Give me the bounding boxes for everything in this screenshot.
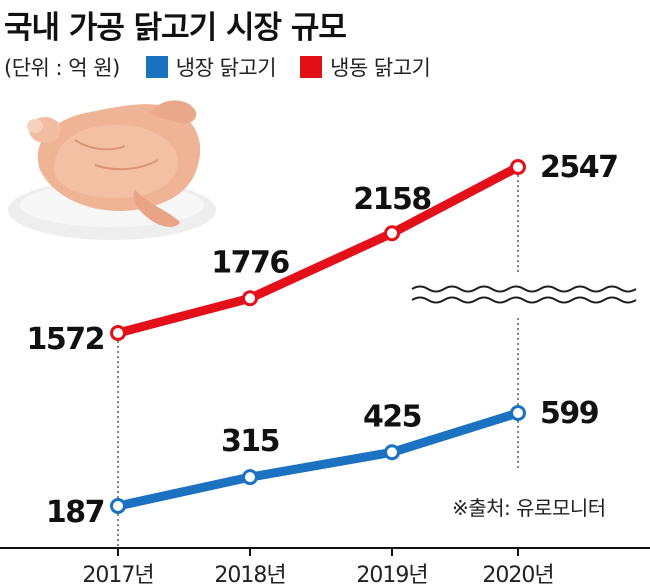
data-points bbox=[110, 159, 526, 514]
data-label-chilled-1: 315 bbox=[221, 424, 279, 459]
data-point-chilled-0 bbox=[110, 498, 126, 514]
data-label-frozen-3: 2547 bbox=[540, 150, 618, 185]
data-point-frozen-2 bbox=[384, 225, 400, 242]
x-tick-label-0: 2017년 bbox=[82, 563, 153, 588]
data-labels: 187 315 425 599 1572 1776 2158 2547 bbox=[27, 150, 620, 530]
data-label-chilled-3: 599 bbox=[540, 396, 598, 431]
data-label-frozen-1: 1776 bbox=[211, 245, 289, 280]
legend-swatch-frozen bbox=[300, 56, 323, 78]
series-lines bbox=[113, 162, 523, 511]
data-label-chilled-2: 425 bbox=[363, 399, 421, 434]
data-point-chilled-3 bbox=[510, 405, 526, 421]
legend-label-chilled: 냉장 닭고기 bbox=[175, 56, 277, 80]
x-tick-label-3: 2020년 bbox=[482, 563, 553, 588]
data-point-frozen-1 bbox=[242, 290, 258, 307]
data-label-chilled-0: 187 bbox=[46, 495, 104, 530]
series-line-chilled bbox=[113, 408, 523, 511]
data-point-frozen-3 bbox=[510, 159, 526, 175]
x-tick-label-2: 2019년 bbox=[356, 563, 427, 588]
legend-item-frozen: 냉동 닭고기 bbox=[300, 52, 431, 82]
legend-swatch-chilled bbox=[145, 56, 168, 78]
chart-title: 국내 가공 닭고기 시장 규모 bbox=[4, 10, 347, 46]
roast-chicken-illustration bbox=[8, 100, 216, 240]
legend-item-chilled: 냉장 닭고기 bbox=[145, 52, 277, 82]
unit-label: (단위 : 억 원) bbox=[4, 56, 120, 80]
data-point-frozen-0 bbox=[110, 325, 126, 341]
x-tick-label-1: 2018년 bbox=[214, 563, 285, 588]
legend: (단위 : 억 원) 냉장 닭고기 냉동 닭고기 bbox=[4, 52, 454, 82]
data-point-chilled-1 bbox=[242, 469, 258, 486]
data-point-chilled-2 bbox=[384, 444, 400, 461]
x-axis-ticks: 2017년 2018년 2019년 2020년 bbox=[82, 548, 555, 588]
guide-lines bbox=[117, 175, 519, 548]
data-label-frozen-2: 2158 bbox=[353, 182, 431, 217]
legend-label-frozen: 냉동 닭고기 bbox=[330, 56, 431, 80]
data-label-frozen-0: 1572 bbox=[27, 322, 105, 357]
axis-break-symbol bbox=[411, 285, 637, 304]
series-line-frozen bbox=[113, 162, 523, 338]
source-note: ※출처: 유로모니터 bbox=[452, 496, 606, 520]
